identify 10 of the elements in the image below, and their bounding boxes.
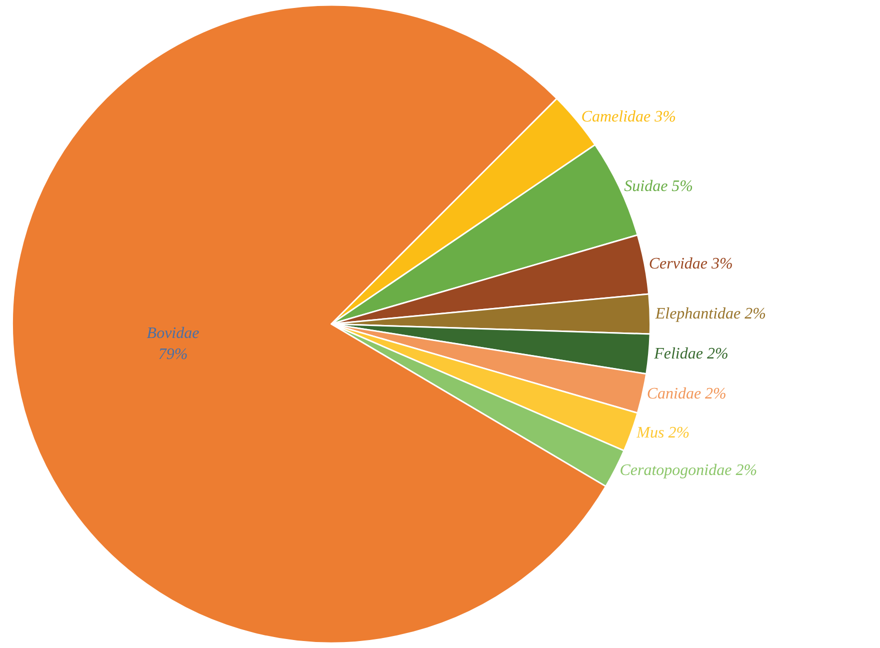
slice-label: Canidae 2% — [646, 385, 726, 402]
slice-label: Bovidae — [146, 325, 200, 342]
slice-label: Camelidae 3% — [581, 108, 676, 126]
slice-label: Felidae 2% — [653, 346, 728, 363]
slice-label: Cervidae 3% — [648, 255, 733, 272]
slice-label: Elephantidae 2% — [654, 305, 766, 322]
slice-label: Mus 2% — [636, 424, 690, 442]
slice-label: Suidae 5% — [624, 178, 694, 196]
data-label: 79% — [158, 346, 188, 363]
slice-label: Ceratopogonidae 2% — [620, 462, 758, 480]
